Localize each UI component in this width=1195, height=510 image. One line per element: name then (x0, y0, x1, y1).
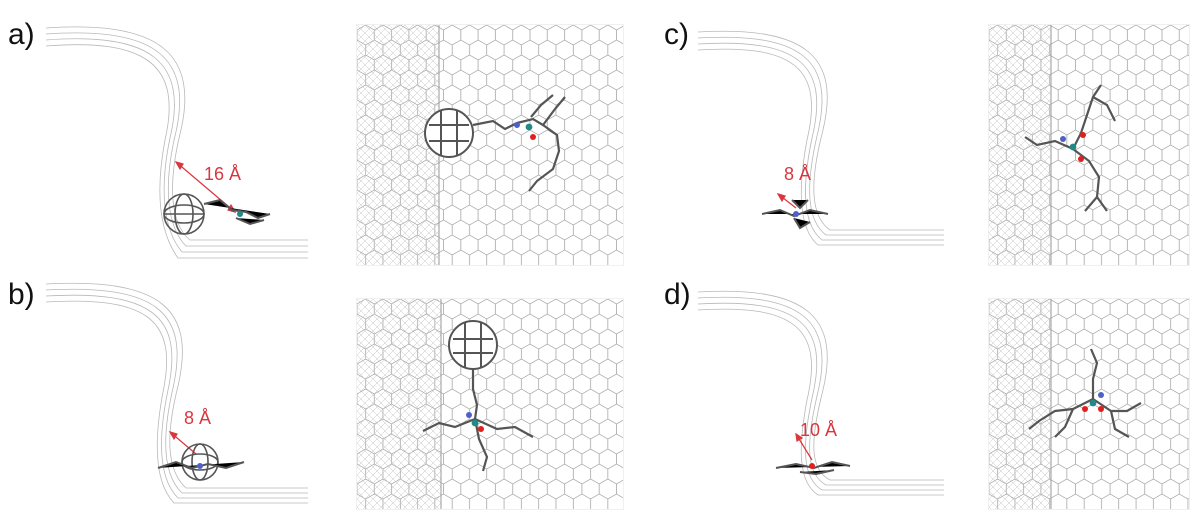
distance-arrow-c (776, 193, 797, 209)
molecule-complex-top-b (422, 369, 534, 472)
graphene-hex-lattice-c (989, 25, 1189, 265)
panel-label-d: d) (664, 278, 691, 311)
distance-label-d: 10 Å (800, 420, 838, 440)
molecule-complex-b (157, 460, 245, 470)
graphene-hex-lattice-a (357, 25, 623, 265)
bent-graphene-sheet-c (697, 30, 944, 246)
molecule-complex-d (775, 460, 851, 476)
fullerene-b (181, 443, 219, 481)
molecule-complex-a (203, 198, 271, 226)
molecule-complex-c (761, 199, 829, 230)
distance-label-a: 16 Å (204, 164, 242, 184)
distance-label-b: 8 Å (184, 408, 212, 428)
panel-label-b: b) (8, 278, 35, 311)
panel-label-a: a) (8, 18, 35, 51)
molecule-complex-top-c (1024, 84, 1116, 212)
side-view-a: 16 Å (40, 14, 310, 260)
side-view-c: 8 Å (696, 22, 946, 252)
top-view-b (356, 298, 624, 510)
graphene-hex-lattice-b (357, 299, 623, 509)
graphene-hex-lattice-d (989, 299, 1189, 509)
bent-graphene-sheet-a (45, 26, 308, 259)
distance-label-c: 8 Å (784, 164, 812, 184)
distance-arrow-b (168, 431, 197, 455)
top-view-d (988, 298, 1190, 510)
panel-label-c: c) (664, 18, 689, 51)
distance-arrow-d (795, 432, 813, 461)
molecule-complex-top-d (1028, 348, 1142, 438)
top-view-a (356, 24, 624, 266)
fullerene-a (163, 193, 205, 235)
side-view-b: 8 Å (40, 274, 310, 504)
top-view-c (988, 24, 1190, 266)
side-view-d: 10 Å (696, 282, 946, 502)
molecule-complex-top-a (472, 94, 566, 192)
fullerene-top-b (448, 320, 498, 370)
bent-graphene-sheet-b (45, 282, 308, 504)
bent-graphene-sheet-d (697, 290, 944, 496)
fullerene-top-a (424, 108, 474, 158)
